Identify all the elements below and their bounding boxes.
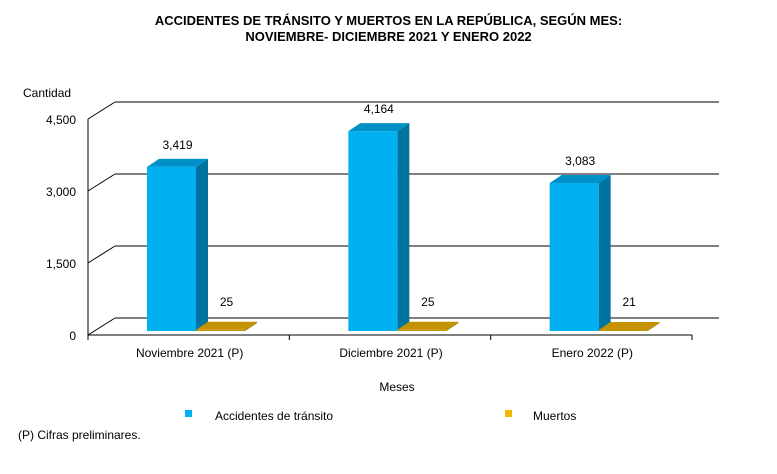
legend-label-muertos: Muertos (533, 409, 576, 423)
bar-accidentes (549, 175, 611, 331)
data-label: 25 (421, 295, 435, 309)
gridline-side (87, 173, 116, 192)
legend-label-accidentes: Accidentes de tránsito (215, 409, 333, 423)
legend-swatch-accidentes (185, 410, 192, 417)
gridline-side (87, 317, 116, 336)
y-tick-label: 3,000 (46, 185, 76, 199)
bar-side (446, 321, 459, 331)
bar-side (196, 158, 208, 331)
gridline (87, 101, 719, 120)
bar-side (598, 175, 611, 331)
chart-title: ACCIDENTES DE TRÁNSITO Y MUERTOS EN LA R… (154, 13, 623, 28)
chart-subtitle: NOVIEMBRE- DICIEMBRE 2021 Y ENERO 2022 (245, 29, 532, 44)
bar-side (245, 321, 257, 331)
bar-top (196, 321, 257, 330)
bar-front (147, 166, 196, 331)
bar-accidentes (348, 123, 410, 332)
bar-front (348, 131, 398, 331)
bar-front (397, 329, 447, 331)
bar-muertos (397, 321, 459, 331)
x-tick-label: Noviembre 2021 (P) (136, 346, 243, 360)
data-label: 25 (220, 295, 234, 309)
y-tick-label: 0 (69, 329, 76, 343)
bar-front (549, 183, 599, 331)
y-axis-label: Cantidad (23, 86, 71, 100)
bar-top (549, 175, 611, 184)
x-axis-label: Meses (379, 380, 414, 394)
legend: Accidentes de tránsito Muertos (185, 409, 576, 423)
footnote: (P) Cifras preliminares. (18, 428, 141, 442)
bar-side (647, 321, 660, 331)
bar-top (397, 321, 459, 330)
data-label: 21 (622, 295, 636, 309)
y-tick-label: 4,500 (46, 113, 76, 127)
x-tick-label: Diciembre 2021 (P) (339, 346, 442, 360)
bar-side (397, 123, 410, 332)
y-tick-label: 1,500 (46, 257, 76, 271)
bar-top (348, 123, 410, 132)
gridline (87, 317, 719, 336)
bar-accidentes (147, 158, 208, 331)
bar-top (147, 158, 208, 167)
gridline-side (87, 245, 116, 264)
legend-swatch-muertos (505, 410, 512, 417)
gridline-side (87, 101, 116, 120)
bar-front (196, 329, 245, 331)
bar-front (598, 329, 648, 331)
gridline (87, 245, 719, 264)
data-label: 3,419 (162, 138, 192, 152)
bar-muertos (196, 321, 257, 331)
data-label: 3,083 (565, 154, 595, 168)
bar-top (598, 321, 660, 330)
bar-muertos (598, 321, 660, 331)
gridline (87, 173, 719, 192)
data-label: 4,164 (364, 102, 394, 116)
x-tick-label: Enero 2022 (P) (552, 346, 633, 360)
